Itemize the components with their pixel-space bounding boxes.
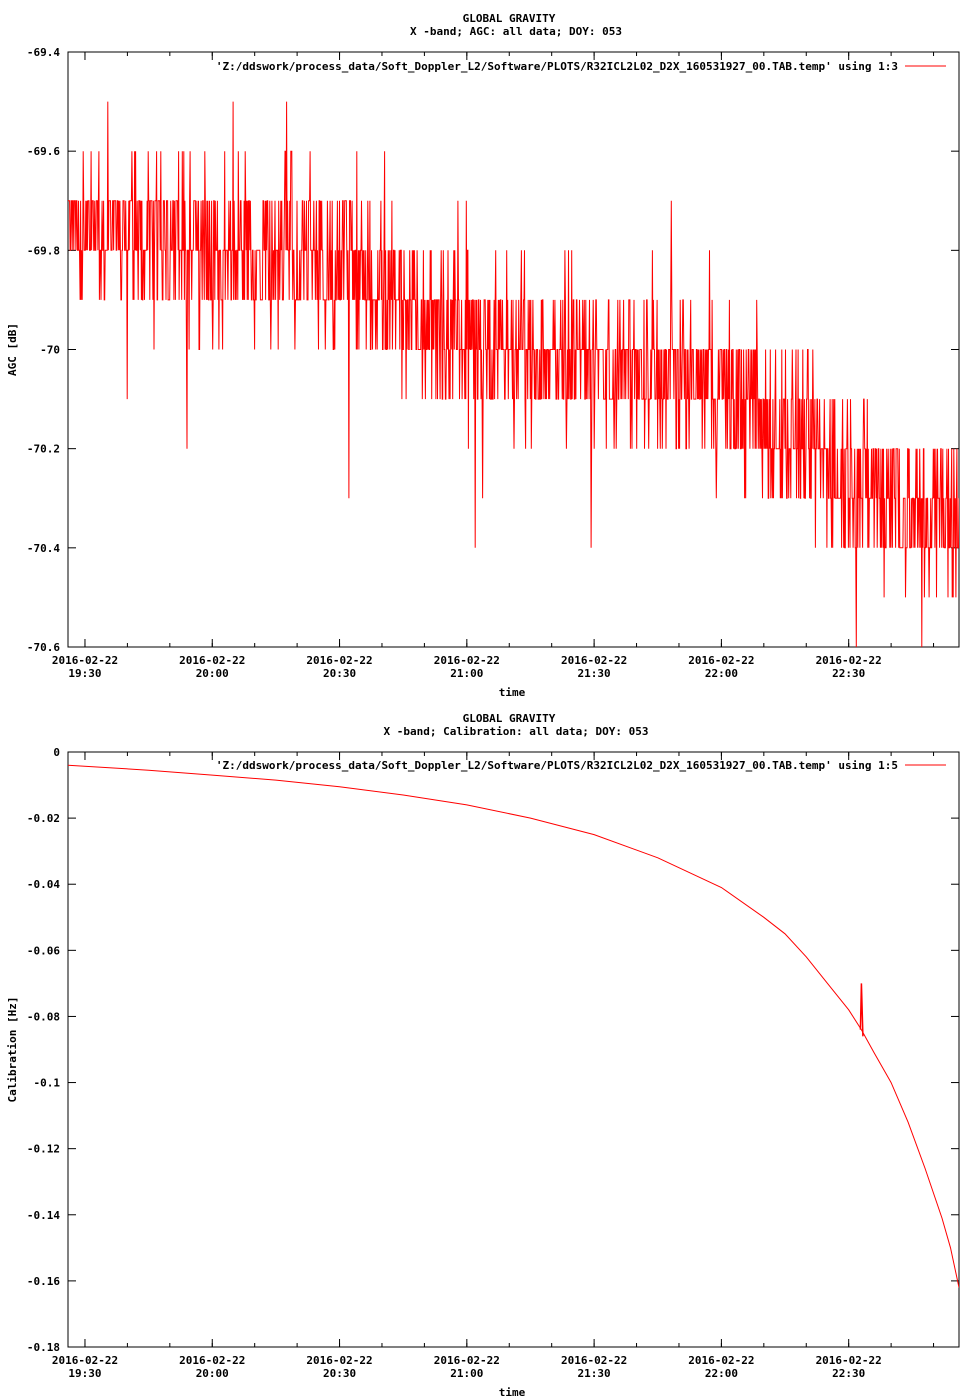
chart-title: GLOBAL GRAVITY <box>463 12 556 25</box>
y-tick-label: -0.16 <box>27 1275 60 1288</box>
y-tick-label: -0.04 <box>27 878 60 891</box>
x-tick-time-label: 21:30 <box>578 667 611 680</box>
y-tick-label: -69.4 <box>27 46 60 59</box>
y-tick-label: -0.12 <box>27 1143 60 1156</box>
x-tick-time-label: 21:00 <box>450 1367 483 1380</box>
y-tick-label: -0.02 <box>27 812 60 825</box>
chart-subtitle: X -band; AGC: all data; DOY: 053 <box>410 25 622 38</box>
x-tick-date-label: 2016-02-22 <box>306 654 372 667</box>
x-tick-time-label: 21:00 <box>450 667 483 680</box>
x-tick-time-label: 20:30 <box>323 1367 356 1380</box>
y-tick-label: -70.2 <box>27 443 60 456</box>
x-tick-date-label: 2016-02-22 <box>688 1354 754 1367</box>
x-tick-date-label: 2016-02-22 <box>816 1354 882 1367</box>
x-tick-date-label: 2016-02-22 <box>52 1354 118 1367</box>
y-axis-title: AGC [dB] <box>6 323 19 376</box>
x-tick-time-label: 22:30 <box>832 1367 865 1380</box>
x-tick-time-label: 21:30 <box>578 1367 611 1380</box>
y-tick-label: -0.14 <box>27 1209 60 1222</box>
x-tick-time-label: 20:30 <box>323 667 356 680</box>
calibration-spike <box>859 983 864 1037</box>
x-tick-time-label: 22:00 <box>705 1367 738 1380</box>
x-tick-date-label: 2016-02-22 <box>179 1354 245 1367</box>
x-tick-date-label: 2016-02-22 <box>561 654 627 667</box>
x-tick-date-label: 2016-02-22 <box>816 654 882 667</box>
y-tick-label: -70 <box>40 344 60 357</box>
chart-subtitle: X -band; Calibration: all data; DOY: 053 <box>384 725 649 738</box>
x-tick-date-label: 2016-02-22 <box>179 654 245 667</box>
chart-title: GLOBAL GRAVITY <box>463 712 556 725</box>
x-tick-date-label: 2016-02-22 <box>688 654 754 667</box>
y-tick-label: -0.08 <box>27 1010 60 1023</box>
agc-series-line <box>68 101 959 647</box>
x-tick-date-label: 2016-02-22 <box>306 1354 372 1367</box>
x-tick-time-label: 20:00 <box>196 667 229 680</box>
x-tick-time-label: 20:00 <box>196 1367 229 1380</box>
x-tick-date-label: 2016-02-22 <box>561 1354 627 1367</box>
y-tick-label: -0.1 <box>34 1077 61 1090</box>
y-tick-label: -0.06 <box>27 944 60 957</box>
y-tick-label: -69.6 <box>27 145 60 158</box>
y-axis-title: Calibration [Hz] <box>6 997 19 1103</box>
x-axis-title: time <box>499 686 526 699</box>
y-tick-label: -70.4 <box>27 542 60 555</box>
legend-label: 'Z:/ddswork/process_data/Soft_Doppler_L2… <box>216 759 898 772</box>
calibration-series-line <box>68 764 959 1288</box>
plot-frame <box>67 751 960 1348</box>
y-tick-label: 0 <box>53 746 60 759</box>
x-tick-date-label: 2016-02-22 <box>434 654 500 667</box>
x-tick-time-label: 19:30 <box>68 667 101 680</box>
x-tick-time-label: 19:30 <box>68 1367 101 1380</box>
y-tick-label: -70.6 <box>27 641 60 654</box>
y-tick-label: -0.18 <box>27 1341 60 1354</box>
legend-label: 'Z:/ddswork/process_data/Soft_Doppler_L2… <box>216 60 898 73</box>
x-tick-date-label: 2016-02-22 <box>52 654 118 667</box>
x-tick-time-label: 22:00 <box>705 667 738 680</box>
x-tick-time-label: 22:30 <box>832 667 865 680</box>
y-tick-label: -69.8 <box>27 244 60 257</box>
x-axis-title: time <box>499 1386 526 1399</box>
x-tick-date-label: 2016-02-22 <box>434 1354 500 1367</box>
